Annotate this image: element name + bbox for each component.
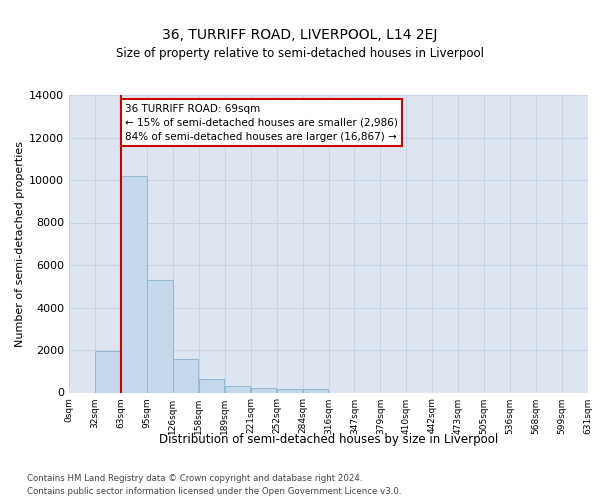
Text: Distribution of semi-detached houses by size in Liverpool: Distribution of semi-detached houses by … <box>159 432 499 446</box>
Text: 36 TURRIFF ROAD: 69sqm
← 15% of semi-detached houses are smaller (2,986)
84% of : 36 TURRIFF ROAD: 69sqm ← 15% of semi-det… <box>125 104 398 142</box>
Bar <box>121 176 146 392</box>
Text: Contains public sector information licensed under the Open Government Licence v3: Contains public sector information licen… <box>27 488 401 496</box>
Bar <box>251 388 277 392</box>
Text: Size of property relative to semi-detached houses in Liverpool: Size of property relative to semi-detach… <box>116 48 484 60</box>
Text: 36, TURRIFF ROAD, LIVERPOOL, L14 2EJ: 36, TURRIFF ROAD, LIVERPOOL, L14 2EJ <box>163 28 437 42</box>
Bar <box>225 386 250 392</box>
Y-axis label: Number of semi-detached properties: Number of semi-detached properties <box>15 141 25 347</box>
Text: Contains HM Land Registry data © Crown copyright and database right 2024.: Contains HM Land Registry data © Crown c… <box>27 474 362 483</box>
Bar <box>277 390 302 392</box>
Bar <box>303 390 328 392</box>
Bar <box>147 280 173 392</box>
Bar <box>199 378 224 392</box>
Bar <box>95 351 121 393</box>
Bar <box>173 358 199 392</box>
